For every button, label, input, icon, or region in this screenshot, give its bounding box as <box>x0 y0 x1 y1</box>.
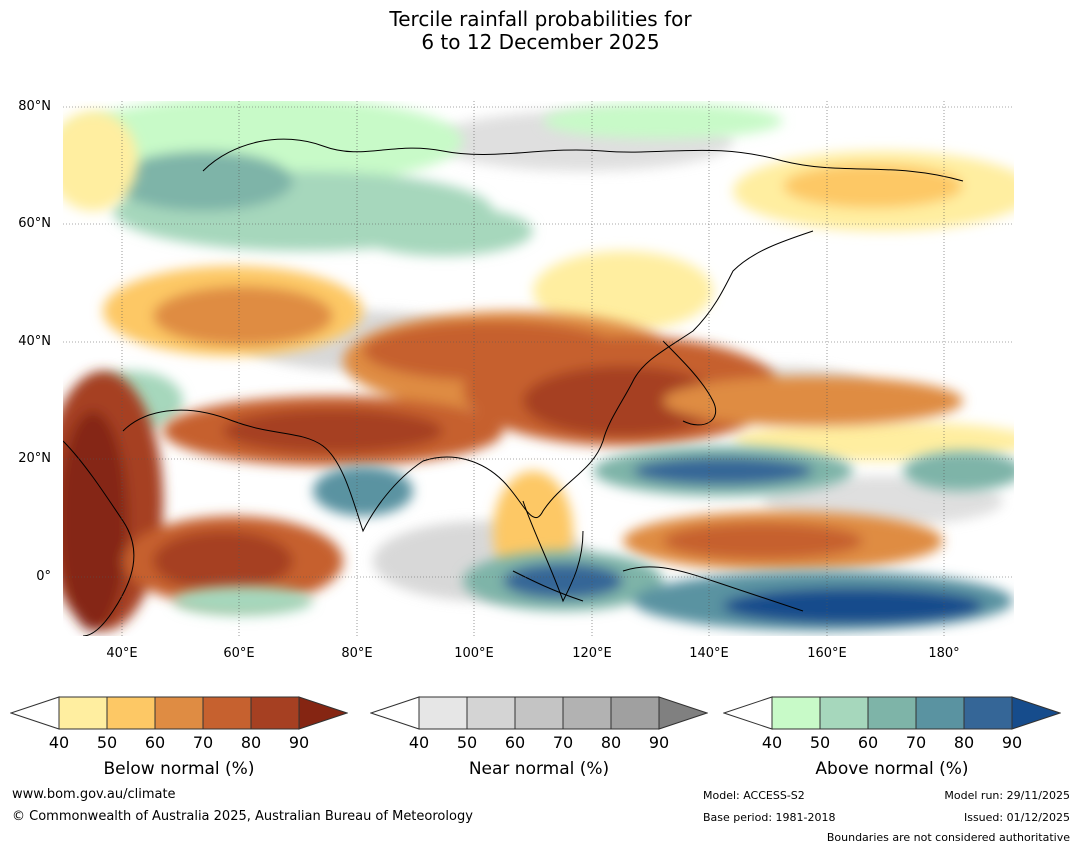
above-tick-90: 90 <box>1001 733 1023 752</box>
near-tick-80: 80 <box>600 733 622 752</box>
above-swatch-2 <box>867 696 917 730</box>
lon-label-140e: 140°E <box>689 646 729 661</box>
base-period-text: Base period: 1981-2018 <box>703 811 836 824</box>
disclaimer-text: Boundaries are not considered authoritat… <box>826 831 1070 844</box>
near-normal-colorbar <box>370 696 708 730</box>
above-swatch-1 <box>819 696 869 730</box>
above-tick-80: 80 <box>953 733 975 752</box>
above-normal-colorbar <box>723 696 1061 730</box>
below-tick-80: 80 <box>240 733 262 752</box>
below-swatch-3 <box>202 696 252 730</box>
issued-text: Issued: 01/12/2025 <box>963 811 1070 824</box>
lon-label-120e: 120°E <box>572 646 612 661</box>
above-normal-title: Above normal (%) <box>815 759 969 779</box>
rainfall-probability-map <box>63 101 1014 636</box>
near-tick-50: 50 <box>456 733 478 752</box>
below-tick-60: 60 <box>144 733 166 752</box>
chart-title: Tercile rainfall probabilities for 6 to … <box>0 8 1081 54</box>
below-normal-title: Below normal (%) <box>103 759 255 779</box>
below-swatch-0 <box>58 696 108 730</box>
lon-label-160e: 160°E <box>807 646 847 661</box>
above-tick-50: 50 <box>809 733 831 752</box>
near-swatch-4 <box>610 696 660 730</box>
below-tick-40: 40 <box>48 733 70 752</box>
below-tick-70: 70 <box>192 733 214 752</box>
lat-label-0: 0° <box>36 569 51 584</box>
model-text: Model: ACCESS-S2 <box>703 789 805 802</box>
near-tick-40: 40 <box>408 733 430 752</box>
above-swatch-3 <box>915 696 965 730</box>
lon-label-80e: 80°E <box>341 646 373 661</box>
near-normal-title: Near normal (%) <box>468 759 610 779</box>
above-tick-40: 40 <box>761 733 783 752</box>
below-tick-90: 90 <box>288 733 310 752</box>
lat-label-80n: 80°N <box>18 99 51 114</box>
lat-label-20n: 20°N <box>18 451 51 466</box>
copyright-text: © Commonwealth of Australia 2025, Austra… <box>12 809 473 824</box>
lon-label-40e: 40°E <box>106 646 138 661</box>
near-swatch-0 <box>418 696 468 730</box>
near-swatch-2 <box>514 696 564 730</box>
lat-label-40n: 40°N <box>18 334 51 349</box>
above-tick-70: 70 <box>905 733 927 752</box>
near-tick-60: 60 <box>504 733 526 752</box>
lon-label-180: 180° <box>928 646 960 661</box>
below-tick-50: 50 <box>96 733 118 752</box>
near-tick-70: 70 <box>552 733 574 752</box>
below-swatch-4 <box>250 696 300 730</box>
near-tick-90: 90 <box>648 733 670 752</box>
above-swatch-0 <box>771 696 821 730</box>
above-swatch-5 <box>1011 696 1061 730</box>
lon-label-60e: 60°E <box>223 646 255 661</box>
below-normal-colorbar <box>10 696 348 730</box>
title-line-1: Tercile rainfall probabilities for <box>389 7 692 31</box>
lat-label-60n: 60°N <box>18 216 51 231</box>
above-swatch-4 <box>963 696 1013 730</box>
website-link[interactable]: www.bom.gov.au/climate <box>12 787 176 802</box>
below-swatch-5 <box>298 696 348 730</box>
title-line-2: 6 to 12 December 2025 <box>421 30 660 54</box>
model-run-text: Model run: 29/11/2025 <box>944 789 1070 802</box>
above-tick-60: 60 <box>857 733 879 752</box>
near-swatch-5 <box>658 696 708 730</box>
near-swatch-3 <box>562 696 612 730</box>
below-swatch-2 <box>154 696 204 730</box>
lon-label-100e: 100°E <box>454 646 494 661</box>
near-swatch-1 <box>466 696 516 730</box>
below-swatch-1 <box>106 696 156 730</box>
